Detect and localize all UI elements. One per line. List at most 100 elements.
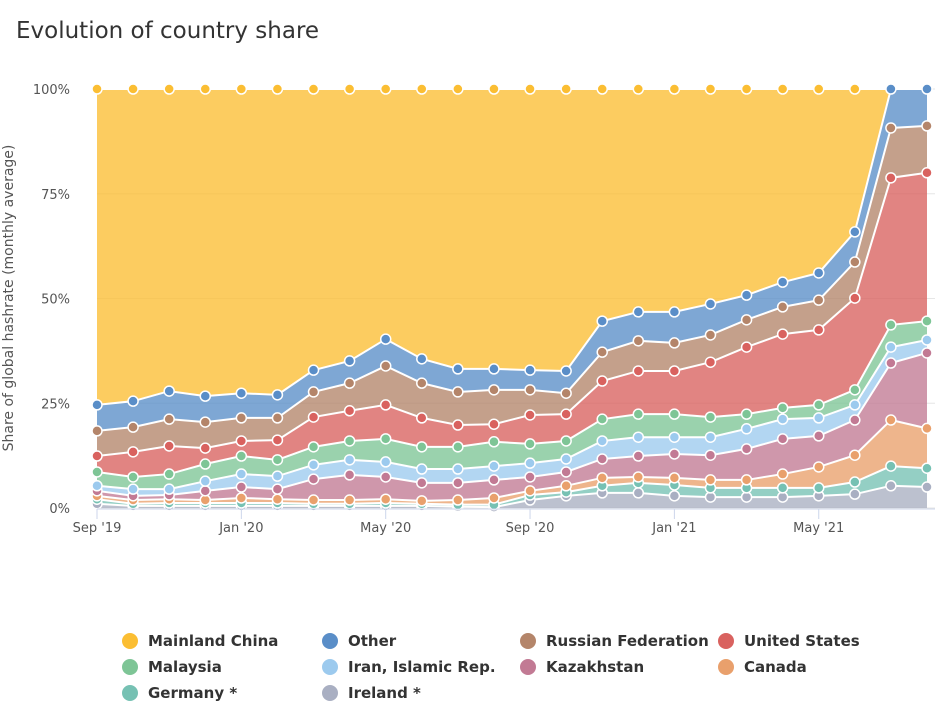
- data-point: [488, 460, 500, 472]
- data-point: [416, 463, 428, 475]
- data-point: [668, 306, 681, 318]
- data-point: [127, 446, 139, 458]
- data-point: [343, 355, 356, 367]
- data-point: [343, 435, 356, 447]
- areas: [91, 83, 933, 513]
- data-point: [560, 466, 572, 478]
- y-tick-label: 50%: [41, 293, 70, 308]
- data-point: [668, 408, 681, 420]
- series-line: [96, 124, 928, 432]
- data-point: [163, 483, 175, 495]
- data-point: [127, 483, 139, 495]
- data-point: [560, 408, 572, 420]
- data-point: [452, 441, 464, 453]
- data-point: [307, 411, 320, 423]
- data-point: [524, 471, 536, 483]
- data-point: [416, 495, 428, 507]
- data-point: [343, 469, 356, 481]
- data-point: [416, 477, 428, 489]
- y-tick-label: 75%: [41, 188, 70, 203]
- data-point: [163, 468, 175, 480]
- data-point: [740, 83, 753, 95]
- data-point: [632, 450, 645, 462]
- data-point: [416, 441, 428, 453]
- data-point: [235, 468, 248, 480]
- series-line: [96, 171, 928, 458]
- data-point: [488, 492, 500, 504]
- legend-item-ireland[interactable]: Ireland *: [322, 684, 421, 702]
- data-point: [271, 412, 284, 424]
- data-point: [632, 83, 645, 95]
- data-point: [271, 389, 284, 401]
- data-point: [704, 356, 717, 368]
- data-point: [91, 450, 103, 462]
- area-malaysia: [97, 321, 927, 490]
- legend-label: Malaysia: [148, 658, 222, 676]
- legend-item-malaysia[interactable]: Malaysia: [122, 658, 222, 676]
- data-point: [812, 461, 825, 473]
- data-point: [379, 83, 392, 95]
- data-point: [668, 431, 681, 443]
- data-point: [632, 306, 645, 318]
- data-point: [452, 494, 464, 506]
- legend-label: Russian Federation: [546, 632, 709, 650]
- data-point: [416, 377, 428, 389]
- data-point: [488, 436, 500, 448]
- data-point: [127, 471, 139, 483]
- data-point: [740, 314, 753, 326]
- y-tick-label: 100%: [33, 83, 70, 98]
- data-point: [488, 384, 500, 396]
- legend-item-iran[interactable]: Iran, Islamic Rep.: [322, 658, 496, 676]
- data-point: [849, 83, 861, 95]
- data-point: [704, 329, 717, 341]
- legend-marker-icon: [718, 659, 734, 675]
- data-point: [452, 463, 464, 475]
- data-point: [307, 364, 320, 376]
- legend-marker-icon: [718, 633, 734, 649]
- legend-label: Germany *: [148, 684, 238, 702]
- data-point: [91, 480, 103, 492]
- data-point: [885, 319, 897, 331]
- data-point: [379, 333, 392, 345]
- data-point: [632, 471, 645, 483]
- series-line: [96, 418, 928, 502]
- data-point: [812, 482, 825, 494]
- legend-label: Ireland *: [348, 684, 421, 702]
- data-point: [885, 122, 897, 134]
- data-point: [849, 399, 861, 411]
- data-point: [379, 433, 392, 445]
- data-point: [271, 454, 284, 466]
- series-line: [96, 352, 928, 497]
- data-point: [524, 457, 536, 469]
- legend-item-united-states[interactable]: United States: [718, 632, 860, 650]
- legend-item-mainland-china[interactable]: Mainland China: [122, 632, 278, 650]
- legend-marker-icon: [122, 633, 138, 649]
- data-point: [416, 353, 428, 365]
- data-point: [885, 460, 897, 472]
- data-point: [524, 409, 536, 421]
- series-line: [96, 465, 928, 506]
- data-point: [271, 434, 284, 446]
- data-point: [849, 256, 861, 268]
- data-point: [632, 408, 645, 420]
- data-point: [307, 459, 320, 471]
- data-point: [307, 441, 320, 453]
- legend-item-russian-federation[interactable]: Russian Federation: [520, 632, 709, 650]
- legend-item-canada[interactable]: Canada: [718, 658, 807, 676]
- y-axis-title: Share of global hashrate (monthly averag…: [1, 145, 17, 452]
- data-point: [271, 83, 284, 95]
- x-tick-label: Sep '19: [73, 521, 122, 536]
- legend-item-kazakhstan[interactable]: Kazakhstan: [520, 658, 644, 676]
- data-point: [921, 422, 933, 435]
- data-point: [488, 418, 500, 430]
- data-point: [596, 435, 608, 447]
- data-point: [812, 294, 825, 306]
- data-point: [885, 357, 897, 369]
- legend-item-other[interactable]: Other: [322, 632, 396, 650]
- data-point: [704, 411, 717, 423]
- legend-marker-icon: [322, 633, 338, 649]
- data-point: [307, 386, 320, 398]
- legend-item-germany[interactable]: Germany *: [122, 684, 237, 702]
- data-point: [776, 413, 789, 425]
